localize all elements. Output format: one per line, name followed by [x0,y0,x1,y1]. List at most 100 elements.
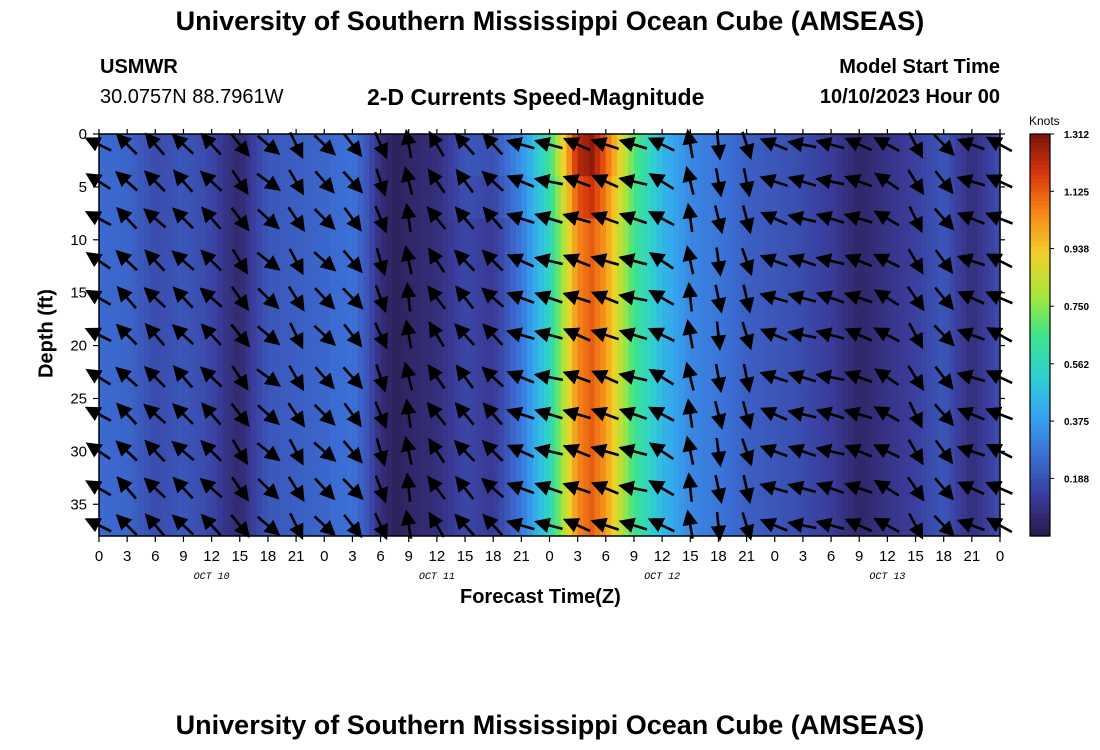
colorbar-segment [1030,236,1050,242]
colorbar-segment [1030,281,1050,287]
heatmap-cell [318,176,325,220]
current-vector [343,402,362,428]
current-vector [143,287,167,309]
colorbar-segment [1030,330,1050,336]
heatmap-cell [639,176,646,220]
current-vector [454,132,476,156]
current-vector [647,406,675,422]
current-vector [144,439,166,463]
colorbar-segment [1030,165,1050,171]
x-day-label: OCT 11 [419,572,455,583]
current-vector [428,321,445,348]
heatmap-cell [684,134,691,177]
current-vector [956,406,985,422]
colorbar-segment [1030,509,1050,515]
heatmap-cell [436,134,444,177]
heatmap-cell [189,134,196,177]
heatmap-cell [470,176,477,220]
current-vector [455,285,475,310]
heatmap-cell [633,134,641,177]
colorbar-segment [1030,504,1050,510]
heatmap-cell [943,134,950,177]
current-vector [710,511,727,542]
current-vector [426,401,447,426]
current-vector [843,290,873,306]
current-vector [873,406,900,423]
heatmap-cell [842,176,849,220]
current-vector [534,211,563,226]
current-vector [590,253,620,269]
x-tick-label: 15 [682,548,699,565]
colorbar-segment [1030,415,1050,421]
x-tick-label: 9 [630,548,638,565]
heatmap-cell [284,134,292,177]
current-vector [759,518,788,533]
colorbar-segment [1030,495,1050,501]
current-vector [815,290,845,306]
current-vector [787,327,817,343]
current-vector [787,480,817,496]
heatmap-cell [555,134,562,177]
heatmap-cell [893,176,900,220]
current-vector [481,249,504,272]
current-vector [256,251,281,271]
current-vector [481,366,504,388]
heatmap-cell [932,218,939,537]
current-vector [844,253,873,269]
colorbar-segment [1030,410,1050,416]
heatmap-cell [611,134,618,177]
heatmap-cell [786,134,793,177]
current-vector [648,368,675,386]
current-vector [648,251,675,270]
heatmap-cell [560,176,567,220]
heatmap-cell [577,134,584,177]
current-vector [505,517,535,533]
current-vector [934,170,954,195]
x-tick-label: 18 [485,548,502,565]
colorbar-tick-label: 0.562 [1064,360,1089,371]
heatmap-cell [605,134,613,177]
y-tick-label: 25 [70,390,87,407]
heatmap-cell [273,176,280,220]
current-vector [787,290,817,306]
current-vector [171,514,195,536]
heatmap-cell [831,176,838,220]
heatmap-cell [712,176,720,220]
current-vector [873,327,900,343]
heatmap-cell [915,176,922,220]
current-vector [957,290,985,305]
current-vector [171,440,195,462]
heatmap-cell [532,176,539,220]
heatmap-cell [521,176,528,220]
heatmap-cell [493,134,500,177]
y-tick-label: 35 [70,496,87,513]
heatmap-cell [662,176,669,220]
current-vector [843,406,873,422]
heatmap-cell [752,218,759,537]
current-vector [590,211,619,226]
current-vector [682,435,698,465]
heatmap-cell [707,218,714,537]
heatmap-cell [256,176,263,220]
current-vector [400,281,417,312]
heatmap-cell [222,176,230,220]
heatmap-cell [391,134,399,177]
heatmap-cell [881,176,888,220]
current-vector [256,134,281,155]
current-vector [562,443,591,459]
x-tick-label: 15 [457,548,474,565]
current-vector [373,364,389,393]
current-vector [172,402,194,425]
heatmap-cell [977,134,984,177]
current-vector [482,206,503,230]
current-vector [373,322,388,350]
heatmap-cell [493,176,500,220]
heatmap-cell [774,134,781,177]
current-vector [908,401,923,429]
heatmap-cell [769,176,776,220]
x-tick-label: 3 [348,548,356,565]
heatmap-cell [954,218,962,537]
colorbar-segment [1030,482,1050,488]
current-vector [759,290,789,306]
heatmap-cell [358,176,365,220]
